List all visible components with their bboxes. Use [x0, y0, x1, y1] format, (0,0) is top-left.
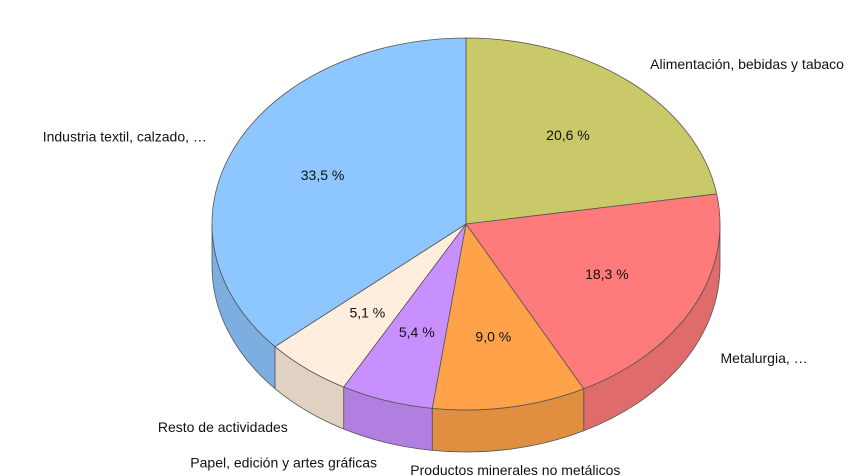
value-label: 20,6 % — [546, 127, 590, 143]
category-label: Alimentación, bebidas y tabaco — [650, 56, 844, 72]
value-label: 9,0 % — [475, 328, 511, 344]
value-label: 33,5 % — [301, 167, 345, 183]
category-label: Metalurgia, … — [721, 350, 808, 366]
value-label: 5,1 % — [349, 305, 385, 321]
category-label: Resto de actividades — [158, 419, 288, 435]
category-label: Industria textil, calzado, … — [43, 129, 207, 145]
value-label: 5,4 % — [399, 324, 435, 340]
slice — [431, 222, 585, 411]
category-label: Productos minerales no metálicos — [410, 462, 620, 476]
value-label: 18,3 % — [585, 266, 629, 282]
slice — [465, 37, 718, 225]
slice — [465, 193, 721, 390]
category-label: Papel, edición y artes gráficas — [190, 455, 377, 471]
slice — [211, 37, 467, 348]
